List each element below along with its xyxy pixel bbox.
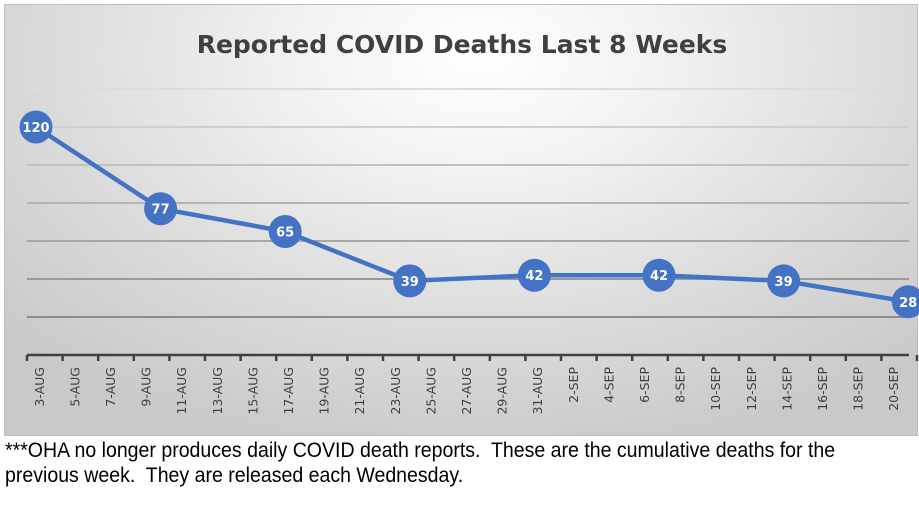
x-axis: 3-AUG 5-AUG 7-AUG 9-AUG 11-AUG 13-AUG 15-AUG 17… bbox=[25, 353, 919, 415]
series-line bbox=[34, 125, 909, 305]
data-label: 120 bbox=[22, 121, 49, 136]
x-tick-label: 20-SEP bbox=[886, 367, 901, 411]
data-label: 77 bbox=[152, 203, 170, 218]
x-tick-label: 19-AUG bbox=[317, 367, 332, 415]
x-tick-label: 10-SEP bbox=[708, 367, 723, 411]
x-tick-label: 13-AUG bbox=[210, 367, 225, 415]
data-label: 28 bbox=[899, 296, 917, 311]
x-tick-label: 2-SEP bbox=[566, 367, 581, 403]
x-tick-label: 16-SEP bbox=[815, 367, 830, 411]
x-tick-label: 5-AUG bbox=[67, 367, 82, 407]
x-tick-label: 14-SEP bbox=[779, 367, 794, 411]
data-point bbox=[144, 192, 178, 226]
data-label: 65 bbox=[276, 226, 294, 241]
x-tick-label: 3-AUG bbox=[32, 367, 47, 407]
x-tick-label: 12-SEP bbox=[744, 367, 759, 411]
chart-title: Reported COVID Deaths Last 8 Weeks bbox=[197, 30, 728, 59]
data-point bbox=[19, 110, 53, 144]
x-tick-label: 17-AUG bbox=[281, 367, 296, 415]
data-label: 42 bbox=[525, 269, 543, 284]
data-label: 39 bbox=[775, 275, 793, 290]
x-tick-label: 25-AUG bbox=[423, 367, 438, 415]
data-point bbox=[767, 264, 801, 298]
data-point bbox=[517, 258, 551, 292]
x-tick-label: 6-SEP bbox=[637, 367, 652, 403]
data-point bbox=[268, 215, 302, 248]
x-tick-label: 7-AUG bbox=[103, 367, 118, 407]
data-label: 42 bbox=[650, 269, 668, 284]
x-tick-label: 18-SEP bbox=[851, 367, 866, 411]
data-point bbox=[642, 258, 676, 292]
footnote: ***OHA no longer produces daily COVID de… bbox=[5, 439, 841, 487]
x-tick-label: 29-AUG bbox=[495, 367, 510, 415]
x-tick-label: 8-SEP bbox=[673, 367, 688, 403]
x-tick-label: 11-AUG bbox=[174, 367, 189, 415]
x-tick-label: 27-AUG bbox=[459, 367, 474, 415]
series-deaths: 120 77 65 39 42 42 39 28 bbox=[19, 110, 919, 319]
x-tick-label: 23-AUG bbox=[388, 367, 403, 415]
x-tick-label: 9-AUG bbox=[139, 367, 154, 407]
x-tick-label: 4-SEP bbox=[601, 367, 616, 403]
x-tick-label: 21-AUG bbox=[352, 367, 367, 415]
x-tick-label: 31-AUG bbox=[530, 367, 545, 415]
data-point bbox=[393, 264, 427, 298]
data-label: 39 bbox=[401, 275, 419, 290]
x-tick-label: 15-AUG bbox=[245, 367, 260, 415]
data-point bbox=[891, 285, 919, 319]
line-chart: Reported COVID Deaths Last 8 Weeks 3-AUG… bbox=[19, 30, 919, 415]
